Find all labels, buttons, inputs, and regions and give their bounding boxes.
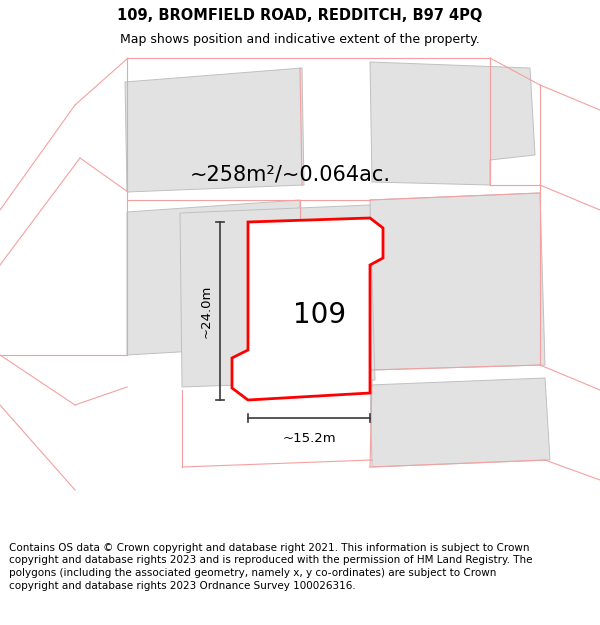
Text: ~24.0m: ~24.0m (199, 284, 212, 338)
Polygon shape (125, 68, 304, 192)
Text: ~15.2m: ~15.2m (282, 432, 336, 445)
Text: 109, BROMFIELD ROAD, REDDITCH, B97 4PQ: 109, BROMFIELD ROAD, REDDITCH, B97 4PQ (118, 8, 482, 23)
Polygon shape (370, 378, 550, 467)
Polygon shape (180, 205, 375, 387)
Polygon shape (370, 193, 545, 370)
Text: ~258m²/~0.064ac.: ~258m²/~0.064ac. (190, 165, 391, 185)
Text: Map shows position and indicative extent of the property.: Map shows position and indicative extent… (120, 33, 480, 46)
Polygon shape (127, 200, 300, 355)
Text: 109: 109 (293, 301, 347, 329)
Text: Contains OS data © Crown copyright and database right 2021. This information is : Contains OS data © Crown copyright and d… (9, 542, 533, 591)
Polygon shape (232, 218, 383, 400)
Polygon shape (370, 62, 535, 185)
